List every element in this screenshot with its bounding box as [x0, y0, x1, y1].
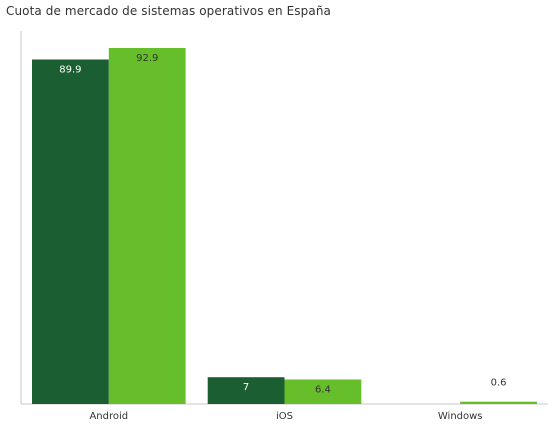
x-tick-label-android: Android [89, 411, 128, 422]
data-labels-group: 89.9 92.9 7 6.4 0.6 [59, 53, 506, 396]
x-tick-label-ios: iOS [276, 411, 293, 422]
x-tick-label-windows: Windows [438, 411, 483, 422]
bar-windows-series-2[interactable] [460, 401, 537, 404]
bar-android-series-1[interactable] [32, 59, 109, 405]
chart-title: Cuota de mercado de sistemas operativos … [6, 4, 331, 18]
x-tick-labels-group: Android iOS Windows [89, 411, 482, 422]
bar-android-series-2[interactable] [108, 48, 186, 404]
bar-ios-series-1[interactable] [207, 377, 285, 404]
bar-ios-series-2[interactable] [284, 379, 362, 405]
data-label-ios-series-2: 6.4 [315, 385, 331, 396]
data-label-android-series-1: 89.9 [59, 65, 81, 76]
data-label-ios-series-1: 7 [243, 382, 249, 393]
data-label-windows-series-2: 0.6 [491, 378, 507, 389]
data-label-android-series-2: 92.9 [136, 53, 158, 64]
bars-group [32, 48, 537, 404]
